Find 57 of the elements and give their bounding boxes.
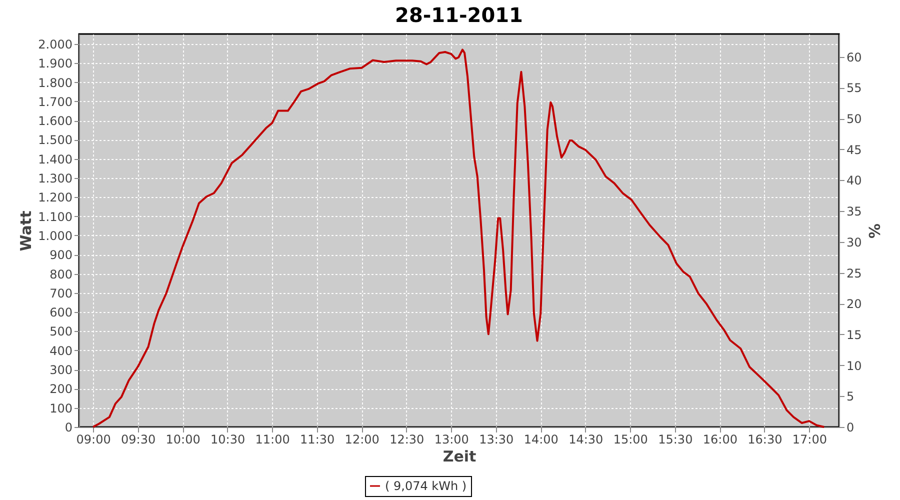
line-series [92, 48, 826, 428]
y2-tick-label: 30 [846, 235, 862, 250]
y2-tick-label: 0 [846, 420, 854, 434]
x-tick-label: 10:30 [210, 432, 246, 446]
x-tick-label: 13:30 [479, 432, 514, 446]
y-tick-label: 1.400 [38, 152, 72, 166]
x-tick-label: 09:30 [121, 432, 156, 446]
y-tick-label: 600 [50, 306, 72, 320]
y-tick-label: 800 [50, 267, 72, 282]
y2-tick-label: 5 [846, 390, 854, 404]
x-tick-label: 11:30 [300, 432, 335, 446]
y2-tick-label: 10 [846, 358, 862, 373]
x-tick-label: 12:30 [390, 432, 424, 446]
x-axis-title: Zeit [442, 448, 476, 466]
y-tick-label: 300 [50, 363, 72, 378]
y-axis-title: Watt [17, 210, 36, 252]
y-tick-label: 1.700 [38, 94, 72, 109]
y2-tick-label: 20 [846, 297, 862, 312]
y-tick-label: 2.000 [38, 37, 72, 52]
y2-tick-label: 55 [846, 81, 862, 96]
y-tick-label: 1.500 [38, 133, 72, 148]
y-tick-label: 0 [64, 420, 72, 434]
y2-tick-label: 50 [846, 112, 862, 126]
chart-title: 28-11-2011 [395, 3, 523, 27]
x-tick-label: 14:30 [568, 432, 604, 446]
x-tick-label: 09:00 [76, 432, 111, 446]
legend-label: ( 9,074 kWh ) [385, 479, 467, 493]
x-tick-label: 12:00 [344, 432, 380, 446]
y-tick-label: 400 [50, 344, 72, 358]
y-tick-label: 1.300 [38, 172, 72, 186]
y-tick-label: 500 [50, 324, 72, 339]
y-tick-label: 700 [50, 286, 72, 300]
x-tick-label: 15:30 [658, 432, 693, 446]
x-tick-label: 13:00 [434, 432, 469, 446]
x-tick-label: 17:00 [792, 432, 827, 446]
y-tick-label: 200 [50, 382, 72, 396]
y2-tick-label: 45 [846, 142, 862, 157]
y-tick-label: 1.000 [38, 228, 72, 243]
y-tick-label: 1.100 [38, 210, 72, 224]
x-tick-label: 14:00 [524, 432, 558, 446]
x-tick-label: 16:30 [748, 432, 782, 446]
y2-tick-label: 15 [846, 328, 862, 342]
y-tick-label: 1.600 [38, 114, 72, 128]
y-tick-label: 1.800 [38, 76, 72, 90]
y2-tick-label: 60 [846, 50, 862, 64]
x-tick-label: 10:00 [166, 432, 200, 446]
y-tick-label: 1.200 [38, 190, 72, 205]
y2-tick-label: 40 [846, 174, 862, 188]
x-tick-label: 15:00 [613, 432, 648, 446]
y2-tick-label: 25 [846, 266, 862, 280]
y-tick-label: 1.900 [38, 56, 72, 71]
y2-tick-label: 35 [846, 204, 862, 219]
x-tick-label: 16:00 [702, 432, 738, 446]
x-tick-label: 11:00 [255, 432, 290, 446]
y-tick-label: 100 [50, 401, 72, 416]
y-tick-label: 900 [50, 248, 72, 262]
y2-axis-title: % [864, 223, 883, 239]
